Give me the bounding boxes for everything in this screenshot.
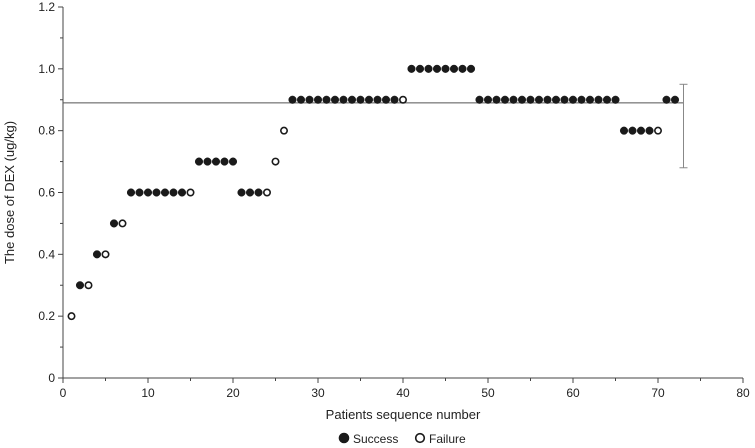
x-tick-label: 70 [651, 386, 665, 400]
success-point [194, 157, 204, 166]
legend-failure-label: Failure [429, 432, 466, 446]
failure-point [271, 157, 280, 166]
success-point [619, 126, 629, 135]
legend: Success Failure [338, 432, 466, 446]
x-tick-label: 50 [481, 386, 495, 400]
success-point [534, 95, 544, 104]
success-point [449, 64, 459, 73]
x-tick-label: 40 [396, 386, 410, 400]
legend-failure-marker [414, 432, 426, 444]
success-point [143, 188, 153, 197]
success-point [407, 64, 416, 73]
success-point [458, 64, 467, 73]
y-tick-label: 0.6 [38, 186, 55, 200]
success-point [645, 126, 654, 135]
success-point [602, 95, 612, 104]
failure-point [653, 126, 662, 135]
success-point [228, 157, 238, 166]
x-tick-label: 30 [311, 386, 325, 400]
success-point [347, 95, 357, 104]
failure-point [67, 312, 76, 321]
success-point [636, 126, 646, 135]
success-point [339, 95, 348, 104]
success-point [109, 219, 119, 228]
success-point [551, 95, 561, 104]
legend-success-label: Success [353, 432, 398, 446]
success-point [611, 95, 620, 104]
success-point [424, 64, 433, 73]
success-point [203, 157, 212, 166]
success-point [245, 188, 255, 197]
success-point [585, 95, 595, 104]
success-point [254, 188, 263, 197]
success-point [152, 188, 161, 197]
success-point [364, 95, 374, 104]
success-point [135, 188, 144, 197]
success-point [483, 95, 493, 104]
success-point [356, 95, 365, 104]
x-tick-label: 80 [736, 386, 750, 400]
success-point [305, 95, 314, 104]
failure-point [279, 126, 288, 135]
y-ticks: 0 0.2 0.4 0.6 0.8 1.0 1.2 [38, 0, 63, 385]
success-point [594, 95, 603, 104]
failure-point [186, 188, 195, 197]
y-tick-label: 0.4 [38, 247, 55, 261]
success-point [628, 126, 637, 135]
success-point [662, 95, 671, 104]
success-point [322, 95, 331, 104]
success-point [381, 95, 391, 104]
x-tick-label: 20 [226, 386, 240, 400]
legend-success-marker [338, 432, 350, 444]
success-point [126, 188, 136, 197]
success-point [313, 95, 323, 104]
success-point [441, 64, 450, 73]
success-point [237, 188, 246, 197]
success-point [432, 64, 442, 73]
success-point [220, 157, 229, 166]
success-point [177, 188, 187, 197]
success-point [415, 64, 425, 73]
success-point [288, 95, 297, 104]
failure-point [398, 95, 407, 104]
failure-point [101, 250, 110, 259]
success-point [509, 95, 518, 104]
failure-point [118, 219, 127, 228]
x-tick-label: 60 [566, 386, 580, 400]
x-ticks: 0 10 20 30 40 50 60 70 80 [60, 378, 750, 400]
success-point [543, 95, 552, 104]
success-point [211, 157, 221, 166]
y-axis-title: The dose of DEX (ug/kg) [2, 121, 17, 264]
failure-point [84, 281, 93, 290]
x-tick-label: 10 [141, 386, 155, 400]
success-point [466, 64, 476, 73]
success-point [330, 95, 340, 104]
success-point [92, 250, 102, 259]
y-tick-label: 0.8 [38, 124, 55, 138]
success-point [560, 95, 569, 104]
success-point [568, 95, 578, 104]
data-points [67, 64, 680, 321]
success-point [169, 188, 178, 197]
y-tick-label: 0 [48, 371, 55, 385]
success-point [670, 95, 680, 104]
success-point [577, 95, 586, 104]
y-tick-label: 0.2 [38, 309, 55, 323]
y-tick-label: 1.2 [38, 0, 55, 14]
success-point [492, 95, 501, 104]
success-point [373, 95, 382, 104]
success-point [296, 95, 306, 104]
success-point [390, 95, 399, 104]
success-point [500, 95, 510, 104]
y-tick-label: 1.0 [38, 62, 55, 76]
x-tick-label: 0 [60, 386, 67, 400]
success-point [160, 188, 170, 197]
success-point [75, 281, 85, 290]
success-point [526, 95, 535, 104]
success-point [517, 95, 527, 104]
x-axis-title: Patients sequence number [326, 407, 481, 422]
failure-point [262, 188, 271, 197]
success-point [475, 95, 484, 104]
